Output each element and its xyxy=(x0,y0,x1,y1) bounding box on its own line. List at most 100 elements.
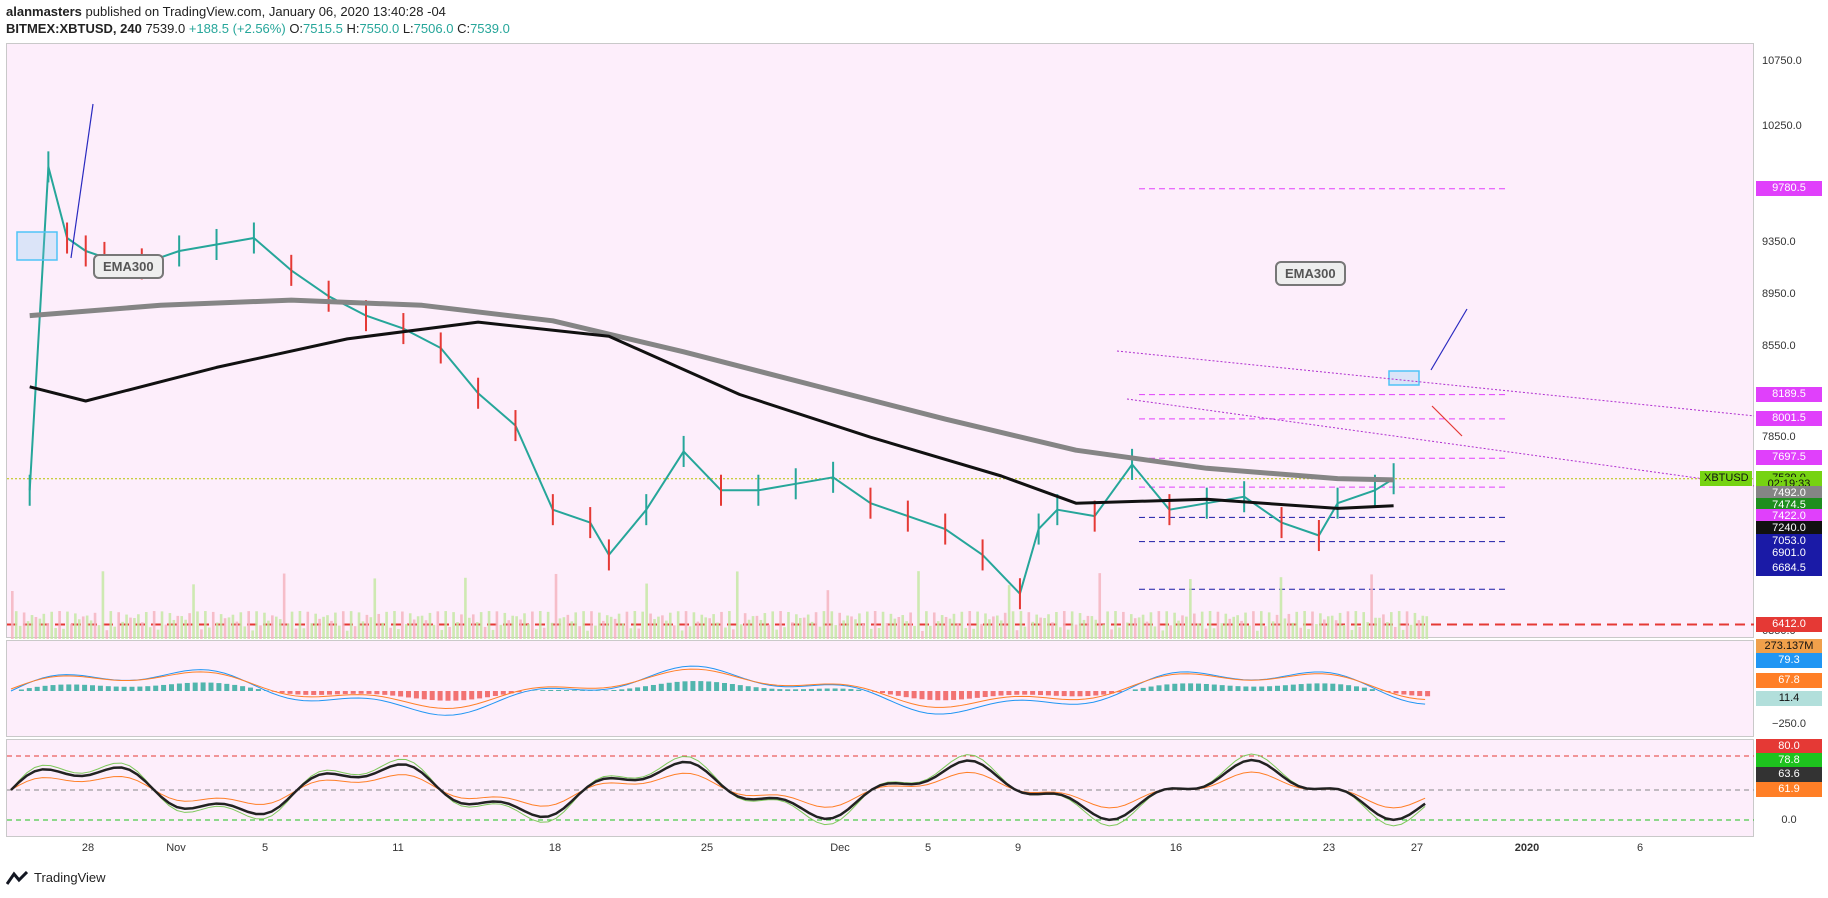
volume-bar xyxy=(1051,622,1054,639)
volume-bar xyxy=(1362,612,1366,639)
macd-histogram-bar xyxy=(682,681,688,691)
macd-histogram-bar xyxy=(1109,691,1115,694)
rsi-svg[interactable] xyxy=(7,740,1755,838)
highlight-box xyxy=(16,231,58,261)
macd-histogram-bar xyxy=(1030,691,1036,695)
volume-bar xyxy=(54,628,57,639)
volume-bar xyxy=(566,614,570,639)
volume-bar xyxy=(747,619,751,639)
volume-bar xyxy=(93,612,97,639)
volume-bar xyxy=(1374,617,1377,639)
volume-bar xyxy=(1425,616,1429,639)
price-tag: 273.137M xyxy=(1756,638,1822,654)
macd-histogram-bar xyxy=(1243,686,1249,691)
volume-bar xyxy=(1240,620,1243,639)
macd-histogram-bar xyxy=(279,691,285,693)
volume-bar xyxy=(779,611,782,639)
price-chart-svg[interactable] xyxy=(7,44,1755,639)
macd-histogram-bar xyxy=(1045,691,1051,696)
macd-histogram-bar xyxy=(1298,684,1304,691)
volume-bar xyxy=(227,617,231,639)
macd-histogram-bar xyxy=(327,691,332,695)
volume-bar xyxy=(357,612,361,639)
signal-line xyxy=(10,668,1426,709)
volume-bar xyxy=(318,618,321,639)
macd-histogram-bar xyxy=(1117,691,1122,693)
macd-histogram-bar xyxy=(516,691,522,693)
author-name[interactable]: alanmasters xyxy=(6,4,82,19)
macd-histogram-bar xyxy=(492,691,498,696)
rsi-pane[interactable] xyxy=(6,739,1755,838)
volume-bar xyxy=(523,613,526,639)
volume-bar xyxy=(535,629,538,639)
volume-bar xyxy=(767,624,771,639)
volume-bar xyxy=(1291,622,1295,639)
volume-bar xyxy=(818,626,822,639)
macd-svg[interactable] xyxy=(7,641,1755,738)
volume-bar xyxy=(101,571,105,639)
volume-bar xyxy=(948,618,952,639)
volume-bar xyxy=(188,613,191,639)
macd-histogram-bar xyxy=(255,689,261,691)
rsi-axis-tag: 0.0 xyxy=(1781,814,1797,826)
macd-histogram-bar xyxy=(1282,685,1288,691)
macd-histogram-bar xyxy=(1077,691,1083,697)
macd-pane[interactable] xyxy=(6,640,1754,737)
volume-bar xyxy=(972,628,975,639)
volume-bar xyxy=(850,616,853,639)
publish-text: published on TradingView.com, January 06… xyxy=(85,4,446,19)
price-chart-pane[interactable]: EMA300 EMA300 xyxy=(6,43,1755,639)
macd-histogram-bar xyxy=(919,691,925,700)
macd-histogram-bar xyxy=(974,691,980,698)
macd-histogram-bar xyxy=(579,690,585,691)
volume-bar xyxy=(389,627,392,639)
volume-bar xyxy=(401,611,404,639)
macd-axis-tag: 67.8 xyxy=(1756,673,1822,688)
volume-bar xyxy=(633,611,637,639)
volume-bar xyxy=(200,629,203,639)
volume-bar xyxy=(255,611,258,639)
volume-bar xyxy=(645,583,648,639)
price-tag: 7240.0 xyxy=(1756,521,1822,537)
price-change: +188.5 (+2.56%) xyxy=(188,21,286,36)
volume-bar xyxy=(148,627,152,639)
volume-bar xyxy=(1283,618,1287,639)
volume-bar xyxy=(992,616,995,639)
macd-histogram-bar xyxy=(358,691,364,694)
volume-bar xyxy=(881,611,885,639)
volume-bar xyxy=(1161,630,1165,639)
macd-histogram-bar xyxy=(564,690,569,691)
volume-bar xyxy=(144,612,148,639)
volume-bar xyxy=(18,625,22,639)
price-tag: 6901.0 xyxy=(1756,545,1822,561)
volume-bar xyxy=(1393,626,1397,639)
volume-bar xyxy=(97,625,101,639)
price-tag: 8001.5 xyxy=(1756,410,1822,426)
volume-bar xyxy=(617,613,621,639)
volume-bar xyxy=(487,611,491,639)
last-price: 7539.0 xyxy=(145,21,186,36)
volume-bar xyxy=(739,624,743,639)
volume-bar xyxy=(113,626,117,639)
macd-histogram-bar xyxy=(1014,691,1020,695)
macd-histogram-bar xyxy=(816,688,822,691)
volume-bar xyxy=(893,618,897,639)
volume-bar xyxy=(428,612,432,639)
macd-histogram-bar xyxy=(1322,683,1328,691)
macd-histogram-bar xyxy=(690,681,696,691)
volume-bar xyxy=(665,620,668,639)
volume-bar xyxy=(873,611,877,639)
volume-bar xyxy=(735,571,739,639)
footer-brand[interactable]: TradingView xyxy=(6,870,106,885)
time-axis-tick: 28 xyxy=(81,842,95,854)
macd-histogram-bar xyxy=(319,691,325,695)
volume-bar xyxy=(668,612,672,639)
volume-bar xyxy=(208,627,211,639)
volume-bar xyxy=(456,622,459,639)
macd-histogram-bar xyxy=(745,686,751,691)
macd-axis-tag: 11.4 xyxy=(1756,691,1822,706)
volume-bar xyxy=(353,626,357,639)
volume-bar xyxy=(1086,615,1090,639)
macd-histogram-bar xyxy=(334,691,340,695)
macd-histogram-bar xyxy=(943,691,949,701)
